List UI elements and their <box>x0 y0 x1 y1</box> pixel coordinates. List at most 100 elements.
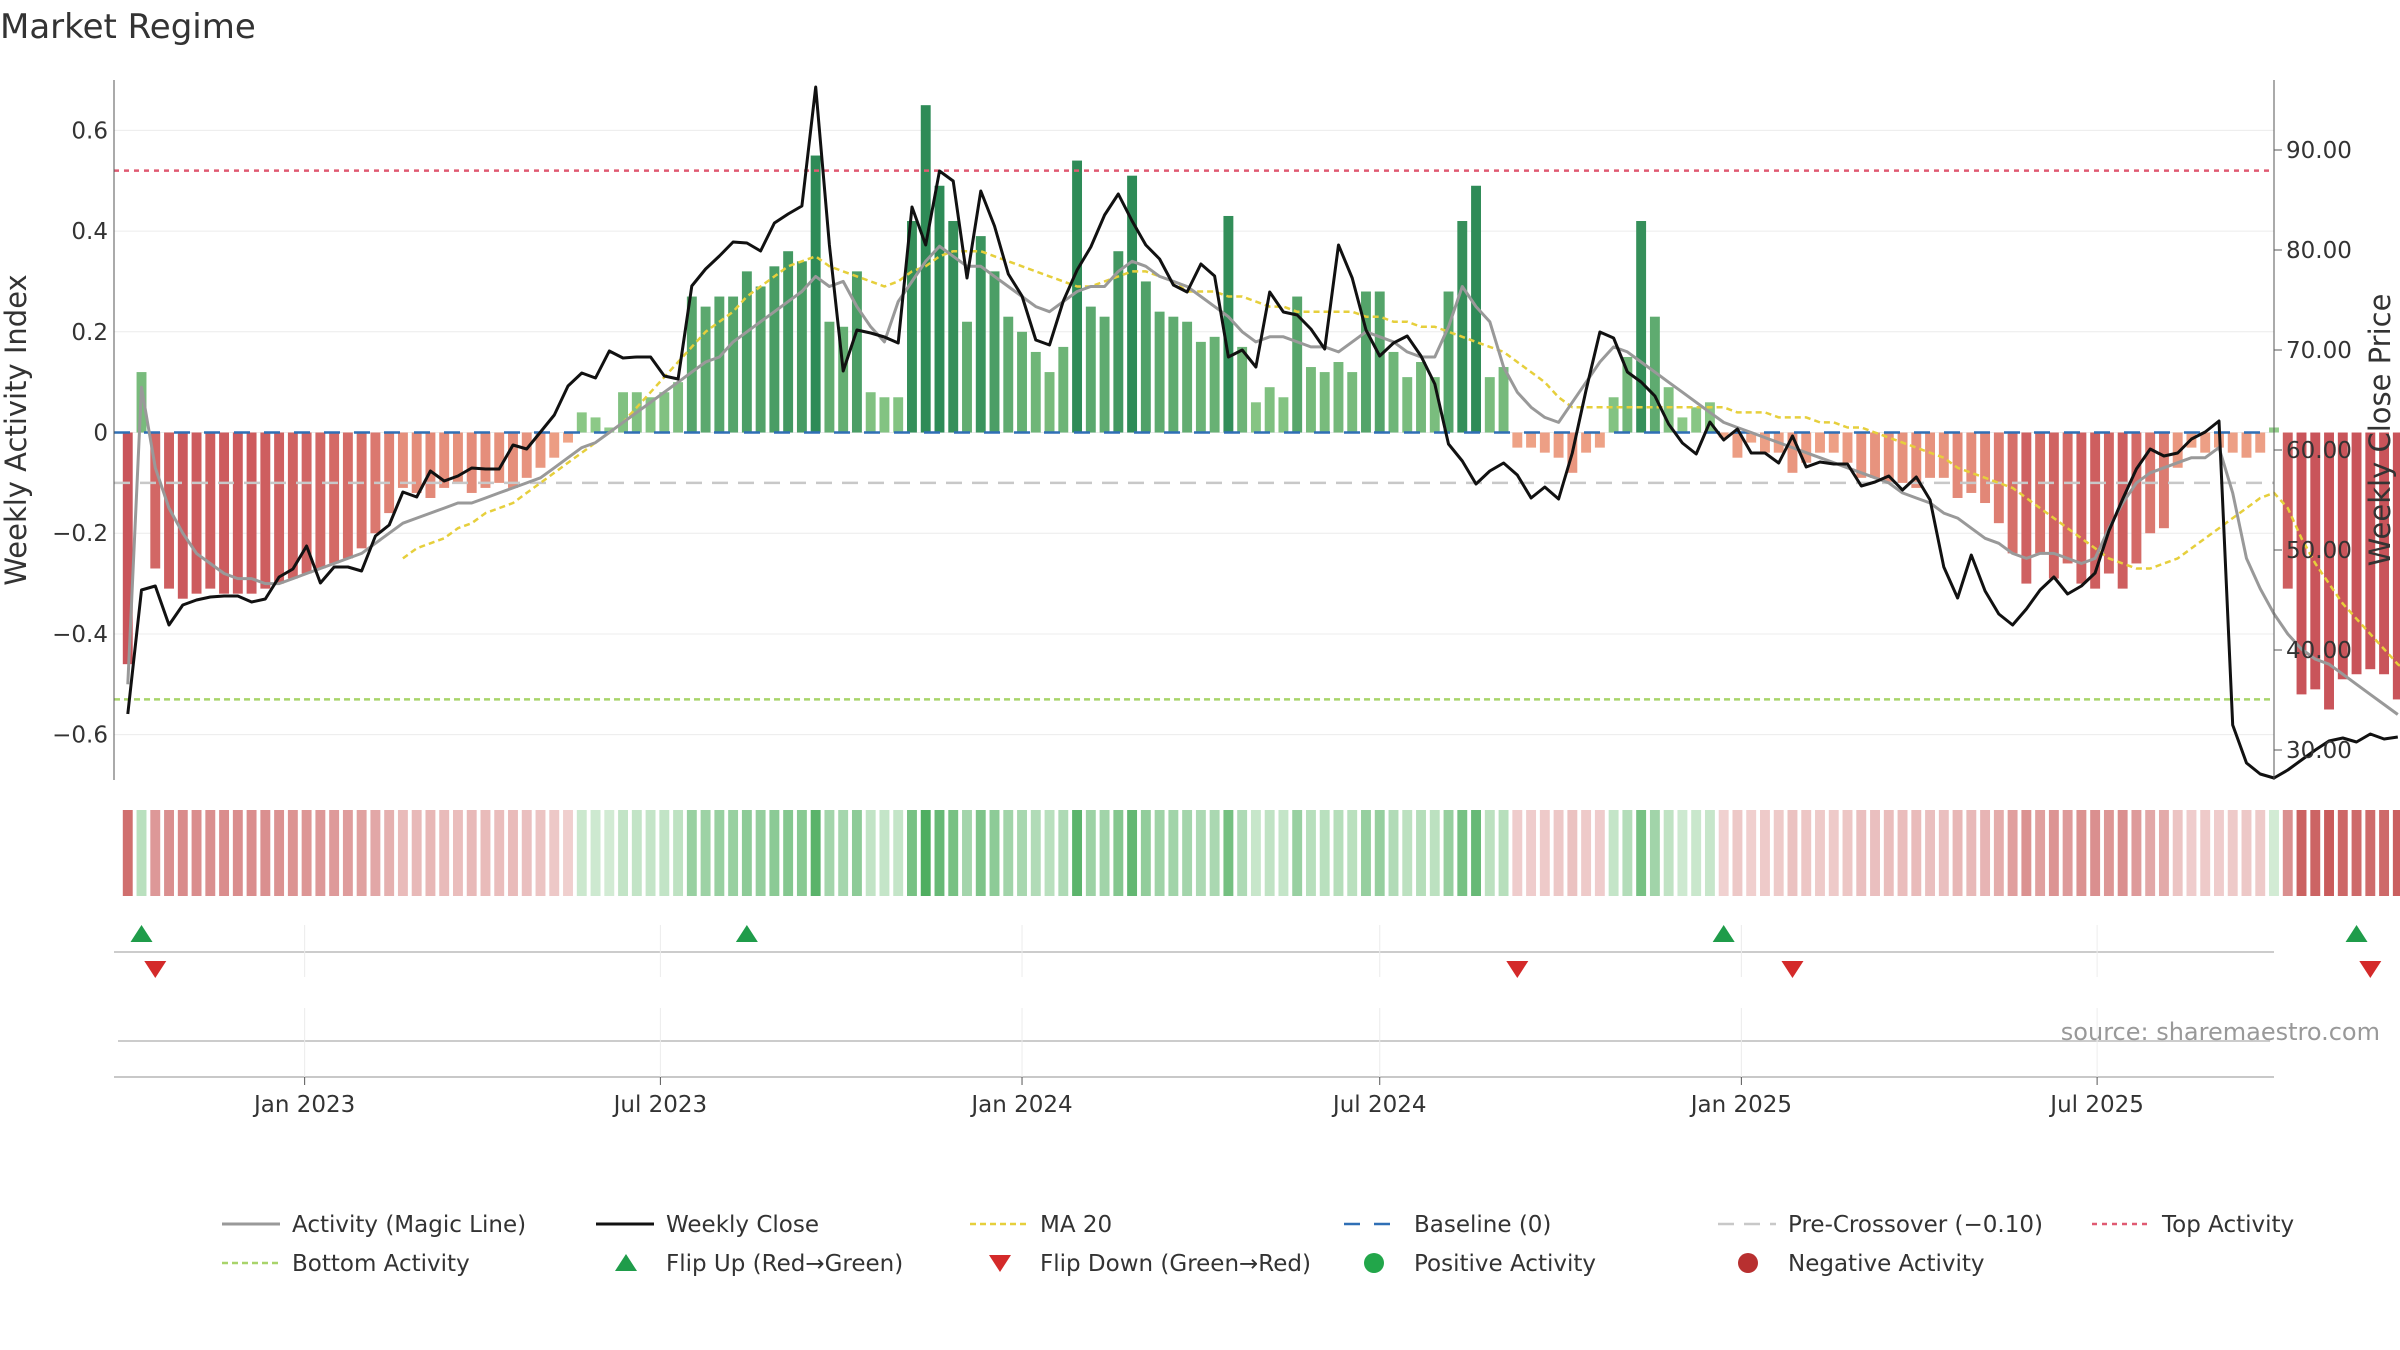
activity-bar <box>2200 432 2211 453</box>
regime-cell <box>535 810 546 896</box>
regime-cell <box>728 810 739 896</box>
regime-cell <box>2117 810 2128 896</box>
regime-cell <box>2131 810 2142 896</box>
regime-cell <box>851 810 862 896</box>
regime-cell <box>356 810 367 896</box>
activity-bars <box>122 105 2400 710</box>
regime-cell <box>1388 810 1399 896</box>
activity-bar <box>838 326 849 433</box>
regime-cell <box>329 810 340 896</box>
activity-bar <box>1333 362 1344 433</box>
activity-bar <box>1292 296 1303 433</box>
activity-bar <box>425 432 436 498</box>
regime-cell <box>962 810 972 896</box>
activity-bar <box>1264 387 1275 433</box>
right-axis-ticks: 90.00 80.00 70.00 60.00 50.00 40.00 30.00 <box>2274 138 2352 764</box>
legend-label-pre: Pre-Crossover (−0.10) <box>1788 1212 2043 1238</box>
activity-bar <box>1278 397 1289 433</box>
activity-bar <box>1718 432 1729 438</box>
activity-bar <box>1677 417 1688 433</box>
activity-bar <box>1030 351 1041 433</box>
activity-bar <box>796 261 807 433</box>
activity-bar <box>590 417 601 433</box>
regime-cell <box>1718 810 1729 896</box>
regime-cell <box>1539 810 1550 896</box>
activity-bar <box>1347 372 1358 433</box>
regime-cell <box>1677 810 1688 896</box>
activity-bar <box>1897 432 1908 483</box>
activity-bar <box>1787 432 1798 473</box>
regime-cell <box>2103 810 2114 896</box>
regime-cell <box>1416 810 1426 896</box>
activity-bar <box>1993 432 2004 524</box>
activity-bar <box>2227 432 2238 453</box>
legend-swatch-flip-up <box>615 1254 637 1271</box>
regime-cell <box>1746 810 1757 896</box>
legend-swatch-flip-down <box>989 1255 1011 1272</box>
left-tick-label: 0 <box>93 421 108 447</box>
regime-cell <box>2296 810 2307 896</box>
regime-cell <box>618 810 628 896</box>
regime-cell <box>1870 810 1880 896</box>
regime-cell <box>1471 810 1481 896</box>
x-tick-label: Jan 2025 <box>1689 1092 1792 1118</box>
activity-bar <box>2158 432 2169 529</box>
regime-cell <box>673 810 684 896</box>
activity-bar <box>1127 175 1138 433</box>
regime-cell <box>342 810 353 896</box>
regime-cell <box>1732 810 1743 896</box>
regime-cell <box>1966 810 1977 896</box>
activity-bar <box>2117 432 2128 589</box>
bottom-panel <box>114 1040 2274 1078</box>
flip-down-marker <box>2359 961 2382 978</box>
regime-cell <box>769 810 780 896</box>
right-tick-label: 50.00 <box>2286 538 2352 564</box>
series-lines <box>126 85 2400 780</box>
activity-bar <box>1085 306 1096 433</box>
regime-cell <box>1773 810 1784 896</box>
regime-cell <box>397 810 408 896</box>
regime-cell <box>521 810 532 896</box>
activity-bar <box>700 306 711 433</box>
activity-bar <box>741 271 752 433</box>
left-tick-label: −0.6 <box>52 723 108 749</box>
activity-bar <box>1250 402 1261 433</box>
regime-cell <box>1594 810 1605 896</box>
activity-bar <box>1581 432 1592 453</box>
activity-bar <box>205 432 216 589</box>
regime-cell <box>1361 810 1371 896</box>
activity-bar <box>1237 346 1248 433</box>
regime-cell <box>783 810 794 896</box>
regime-cell <box>810 810 821 896</box>
regime-cell <box>1209 810 1220 896</box>
activity-bar <box>1003 316 1014 433</box>
activity-bar <box>576 412 587 433</box>
regime-cell <box>2310 810 2321 896</box>
regime-cell <box>879 810 890 896</box>
legend-label-close: Weekly Close <box>666 1212 819 1238</box>
regime-cell <box>384 810 395 896</box>
regime-cell <box>975 810 986 896</box>
activity-bar <box>2172 432 2183 468</box>
regime-cell <box>1567 810 1578 896</box>
activity-bar <box>1113 251 1124 433</box>
regime-cell <box>1058 810 1069 896</box>
regime-cell <box>1443 810 1454 896</box>
activity-bar <box>604 427 615 433</box>
activity-bar <box>301 432 312 574</box>
activity-bar <box>1649 316 1660 433</box>
legend-label-flipdown: Flip Down (Green→Red) <box>1040 1251 1311 1277</box>
regime-cell <box>1883 810 1894 896</box>
regime-cell <box>2090 810 2101 896</box>
regime-cell <box>1305 810 1316 896</box>
legend: Activity (Magic Line) Weekly Close MA 20 Ba… <box>222 1212 2294 1277</box>
regime-cell <box>1649 810 1660 896</box>
activity-bar <box>1760 432 1770 453</box>
regime-cell <box>508 810 518 896</box>
activity-bar <box>1608 397 1619 433</box>
activity-bar <box>1663 387 1674 433</box>
activity-bar <box>1484 377 1495 433</box>
right-tick-label: 70.00 <box>2286 338 2352 364</box>
activity-bar <box>755 286 766 433</box>
activity-bar <box>466 432 477 493</box>
